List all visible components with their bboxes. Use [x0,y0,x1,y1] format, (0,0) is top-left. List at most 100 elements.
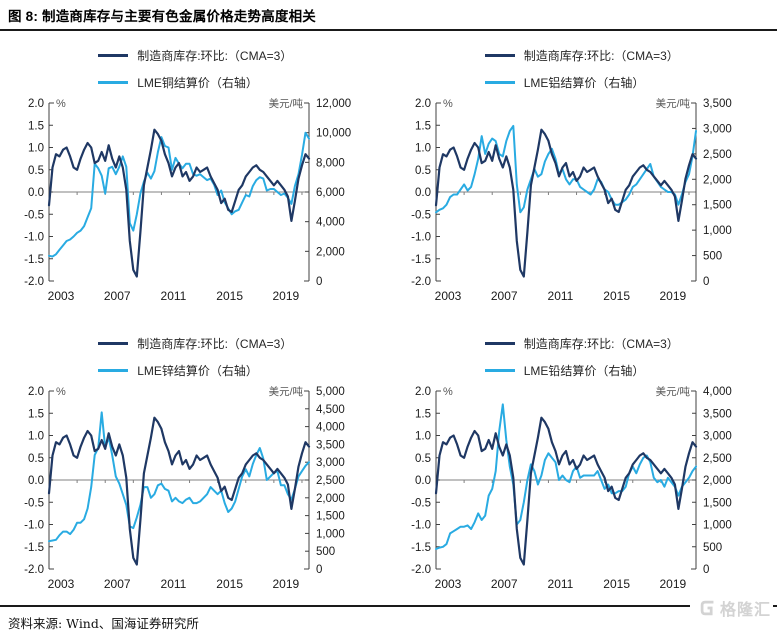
right-axis-tick-label: 2,000 [316,246,345,258]
right-axis-tick-label: 4,000 [316,422,345,434]
right-axis-tick-label: 3,000 [703,431,732,443]
right-axis-tick-label: 3,500 [316,439,345,451]
left-axis-unit-label: % [443,386,453,398]
left-axis-unit-label: % [56,386,66,398]
price-line-swatch [484,369,515,372]
footer: 资料来源: Wind、国海证券研究所 格隆汇 [0,594,777,632]
copper-price-line [48,131,311,258]
legend-label-price: LME铅结算价（右轴） [523,364,645,378]
left-axis-tick-label: 0.5 [415,165,431,177]
chart-legend: 制造商库存:环比:（CMA=3） LME铝结算价（右轴） [484,47,679,91]
left-axis-tick-label: 0.0 [415,475,431,487]
right-axis-tick-label: 500 [703,542,722,554]
legend-item-price: LME铜结算价（右轴） [98,74,292,91]
x-axis-tick-label: 2019 [659,289,686,303]
legend-label-inventory: 制造商库存:环比:（CMA=3） [523,337,679,351]
copper-chart-plot: 2.0 1.5 1.0 0.5 0.0 -0.5 -1.0 -1.5 -2.0 12,000 10,… [24,97,351,303]
x-axis-tick-label: 2003 [48,577,75,591]
chart-copper: 制造商库存:环比:（CMA=3） LME铜结算价（右轴） 2.0 1.5 1.0 0.… [2,33,389,307]
right-axis-tick-label: 6,000 [316,187,345,199]
left-axis-tick-label: 0.0 [415,187,431,199]
left-axis-tick-label: 0.0 [28,187,44,199]
x-axis-tick-label: 2019 [659,577,686,591]
right-axis-tick-label: 2,000 [703,174,732,186]
gelonghui-logo-text: 格隆汇 [719,602,771,619]
legend-item-price: LME铝结算价（右轴） [484,74,679,91]
source-text: 资料来源: Wind、国海证券研究所 [8,616,199,631]
legend-item-price: LME锌结算价（右轴） [98,362,292,379]
x-axis-tick-label: 2007 [491,289,518,303]
legend-item-price: LME铅结算价（右轴） [484,362,679,379]
left-axis-tick-label: 1.0 [28,431,44,443]
left-axis-tick-label: -1.0 [411,520,431,532]
aluminum-price-line [434,124,697,214]
right-axis-tick-label: 1,500 [703,497,732,509]
price-line-swatch [484,81,515,84]
legend-item-inventory: 制造商库存:环比:（CMA=3） [484,47,679,64]
right-axis-tick-label: 12,000 [316,98,351,110]
left-axis-tick-label: 2.0 [415,386,431,398]
chart-legend: 制造商库存:环比:（CMA=3） LME锌结算价（右轴） [98,335,292,379]
legend-label-inventory: 制造商库存:环比:（CMA=3） [137,49,293,63]
zinc-chart-plot: 2.0 1.5 1.0 0.5 0.0 -0.5 -1.0 -1.5 -2.0 5,000 4,50… [24,385,345,591]
right-axis-tick-label: 1,500 [316,511,345,523]
left-axis-tick-label: -1.0 [24,520,44,532]
left-axis-tick-label: -2.0 [411,564,431,576]
right-axis-tick-label: 2,500 [703,453,732,465]
right-axis-tick-label: 3,500 [703,98,732,110]
left-axis-tick-label: -1.5 [411,254,431,266]
right-axis-tick-label: 8,000 [316,157,345,169]
left-axis-tick-label: -1.5 [24,254,44,266]
price-line-swatch [98,369,129,372]
right-axis-tick-label: 2,500 [703,149,732,161]
right-axis-tick-label: 1,500 [703,200,732,212]
legend-item-inventory: 制造商库存:环比:（CMA=3） [484,335,679,352]
left-axis-tick-label: 0.5 [415,453,431,465]
legend-label-price: LME铜结算价（右轴） [137,76,258,90]
gelonghui-logo: 格隆汇 [689,594,773,622]
chart-legend: 制造商库存:环比:（CMA=3） LME铅结算价（右轴） [484,335,679,379]
x-axis-tick-label: 2015 [217,577,244,591]
right-axis-unit-label: 美元/吨 [655,385,690,398]
x-axis-tick-label: 2011 [161,577,187,591]
inventory-line [434,128,697,278]
x-axis-tick-label: 2011 [547,577,573,591]
right-axis-tick-label: 0 [316,564,322,576]
inventory-line-swatch [484,342,515,345]
figure-title: 图 8: 制造商库存与主要有色金属价格走势高度相关 [0,0,777,31]
left-axis-tick-label: 1.5 [415,120,431,132]
left-axis-tick-label: 1.0 [415,143,431,155]
chart-zinc: 制造商库存:环比:（CMA=3） LME锌结算价（右轴） 2.0 1.5 1.0 0.… [2,321,389,595]
right-axis-tick-label: 0 [703,276,709,288]
legend-label-inventory: 制造商库存:环比:（CMA=3） [523,49,679,63]
lead-chart-plot: 2.0 1.5 1.0 0.5 0.0 -0.5 -1.0 -1.5 -2.0 4,000 3,50… [411,385,732,591]
x-axis-tick-label: 2007 [104,577,131,591]
inventory-line-swatch [98,342,129,345]
price-line-swatch [98,81,129,84]
left-axis-tick-label: 2.0 [28,386,44,398]
right-axis-tick-label: 1,000 [316,528,345,540]
left-axis-tick-label: -0.5 [411,497,431,509]
x-axis-tick-label: 2003 [48,289,75,303]
x-axis-tick-label: 2019 [273,289,300,303]
x-axis-tick-label: 2011 [161,289,187,303]
right-axis-tick-label: 4,500 [316,404,345,416]
inventory-line-swatch [98,54,129,57]
left-axis-tick-label: -0.5 [24,497,44,509]
right-axis-tick-label: 2,000 [316,493,345,505]
right-axis-tick-label: 3,000 [703,123,732,135]
right-axis-tick-label: 5,000 [316,386,345,398]
chart-legend: 制造商库存:环比:（CMA=3） LME铜结算价（右轴） [98,47,292,91]
lead-price-line [434,403,697,550]
left-axis-unit-label: % [443,98,453,110]
legend-item-inventory: 制造商库存:环比:（CMA=3） [98,47,292,64]
inventory-line [48,128,311,278]
left-axis-tick-label: 2.0 [28,98,44,110]
left-axis-tick-label: -2.0 [24,276,44,288]
left-axis-tick-label: 2.0 [415,98,431,110]
x-axis-tick-label: 2003 [434,577,461,591]
inventory-line [434,416,697,566]
right-axis-unit-label: 美元/吨 [269,97,304,110]
x-axis-tick-label: 2015 [603,289,630,303]
right-axis-tick-label: 1,000 [703,225,732,237]
